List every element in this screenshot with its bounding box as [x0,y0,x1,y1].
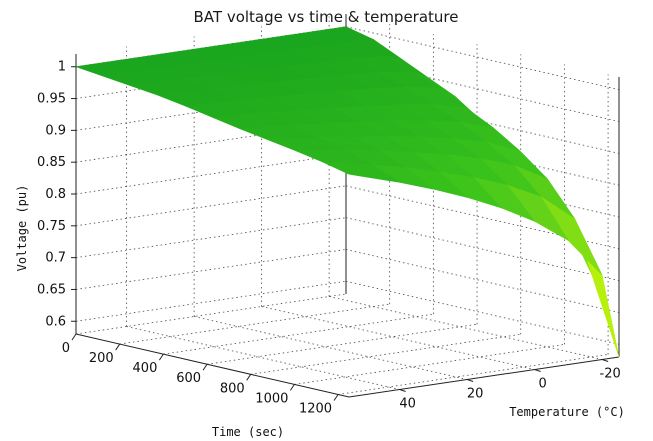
x-tick-mark [333,394,339,401]
z-tick-label: 0.8 [45,187,66,202]
x-tick-mark [158,353,164,361]
gridline-z-side [75,249,347,290]
y-tick-label: -20 [600,367,621,382]
x-tick-mark [115,343,121,351]
gridline-z-back [345,280,620,345]
x-tick-label: 800 [220,381,245,396]
z-tick-label: 1 [58,60,66,75]
x-tick-label: 1000 [255,391,288,406]
z-tick-label: 0.85 [37,155,66,170]
gridline-x-floor [250,333,521,375]
gridline-z-side [75,121,347,163]
gridline-z-side [75,153,347,195]
gridline-x-floor [206,323,478,365]
y-tick-mark [601,359,609,362]
y-tick-label: 20 [467,387,484,402]
x-tick-label: 200 [89,351,114,366]
gridline-z-back [345,26,620,91]
tick-layer: 0.60.650.70.750.80.850.90.95102004006008… [37,60,621,417]
y-tick-mark [399,389,406,392]
x-axis-line [75,333,350,398]
z-tick-label: 0.7 [45,251,66,266]
surface-patch [540,196,603,276]
x-tick-label: 600 [176,371,201,386]
gridline-z-back [345,185,620,250]
gridline-y-floor [194,316,468,380]
z-tick-label: 0.75 [37,219,66,234]
y-tick-label: 40 [399,397,416,412]
gridline-y-floor [329,296,603,360]
x-tick-mark [289,384,295,391]
gridline-z-back [345,249,620,313]
x-tick-label: 0 [62,341,70,356]
surface-patch [321,161,400,183]
gridline-y-floor [261,306,535,370]
y-tick-mark [466,379,474,382]
x-tick-label: 400 [133,361,158,376]
gridline-z-side [75,185,347,227]
x-axis-label: Time (sec) [212,425,284,439]
z-axis-label: Voltage (pu) [15,185,29,272]
gridline-x-floor [294,344,565,385]
y-axis-line [348,356,620,398]
x-tick-label: 1200 [299,401,332,416]
x-tick-mark [71,333,77,341]
z-tick-label: 0.6 [45,314,66,329]
z-tick-label: 0.9 [45,123,66,138]
gridline-x-floor [338,354,609,395]
gridline-y-floor [126,326,400,390]
surface-layer [75,26,620,358]
gridline-x-floor [119,303,390,345]
chart-title: BAT voltage vs time & temperature [194,8,459,26]
gridline-z-side [75,217,347,259]
x-tick-mark [202,363,208,371]
gridline-x-floor [75,293,347,335]
z-tick-label: 0.65 [37,282,66,297]
gridline-x-floor [163,313,434,355]
x-tick-mark [246,374,252,381]
z-tick-label: 0.95 [37,92,66,107]
y-tick-label: 0 [538,377,546,392]
gridline-z-side [75,280,347,322]
gridline-z-back [345,58,620,122]
gridline-z-back [345,217,620,282]
y-tick-mark [534,369,541,372]
y-axis-label: Temperature (°C) [509,405,625,419]
